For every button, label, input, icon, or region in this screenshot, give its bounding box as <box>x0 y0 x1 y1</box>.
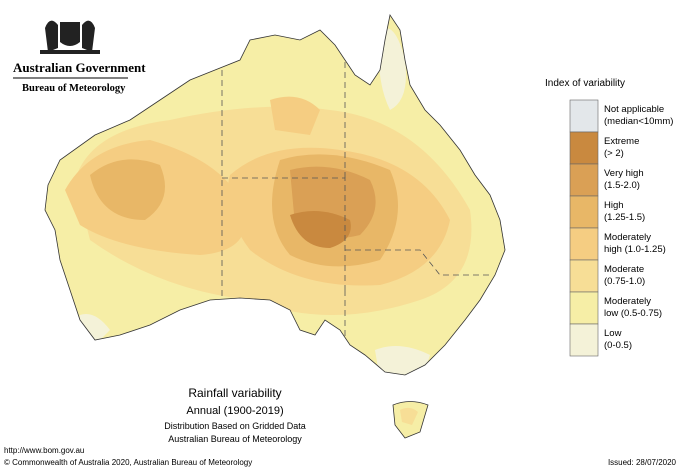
region <box>290 211 351 248</box>
copyright: © Commonwealth of Australia 2020, Austra… <box>4 458 252 467</box>
coat-of-arms <box>40 20 100 54</box>
legend-swatch <box>569 163 599 197</box>
legend-label: (1.5-2.0) <box>604 180 640 191</box>
legend-swatch <box>569 195 599 229</box>
url: http://www.bom.gov.au <box>4 446 84 455</box>
legend-label: Moderately <box>604 296 651 307</box>
government-name: Australian Government <box>13 60 146 75</box>
legend-swatch <box>569 131 599 165</box>
region <box>375 346 430 375</box>
legend-label: (> 2) <box>604 148 624 159</box>
caption-line: Australian Bureau of Meteorology <box>168 434 302 444</box>
legend-label: low (0.5-0.75) <box>604 308 662 319</box>
legend-label: Very high <box>604 168 644 179</box>
coastline <box>44 13 506 376</box>
region <box>90 159 165 220</box>
region <box>400 407 418 425</box>
region <box>270 96 320 135</box>
legend-label: (0-0.5) <box>604 340 632 351</box>
legend-label: high (1.0-1.25) <box>604 244 666 255</box>
legend-label: Moderate <box>604 264 644 275</box>
legend-swatch <box>569 99 599 133</box>
legend-label: Moderately <box>604 232 651 243</box>
legend-label: (median<10mm) <box>604 116 673 127</box>
legend: Not applicable(median<10mm) Extreme(> 2) V… <box>569 99 673 357</box>
legend-label: Not applicable <box>604 104 664 115</box>
legend-label: (1.25-1.5) <box>604 212 645 223</box>
caption-period: Annual (1900-2019) <box>186 405 283 417</box>
region <box>378 28 406 110</box>
legend-label: High <box>604 200 624 211</box>
legend-label: Low <box>604 328 622 339</box>
legend-label: (0.75-1.0) <box>604 276 645 287</box>
legend-label: Extreme <box>604 136 639 147</box>
legend-swatch <box>569 227 599 261</box>
caption-title: Rainfall variability <box>188 386 281 400</box>
agency-name: Bureau of Meteorology <box>22 83 126 94</box>
legend-title: Index of variability <box>545 78 625 89</box>
legend-swatch <box>569 323 599 357</box>
issued-date: Issued: 28/07/2020 <box>608 458 677 467</box>
caption-line: Distribution Based on Gridded Data <box>164 421 306 431</box>
legend-swatch <box>569 291 599 325</box>
legend-swatch <box>569 259 599 293</box>
